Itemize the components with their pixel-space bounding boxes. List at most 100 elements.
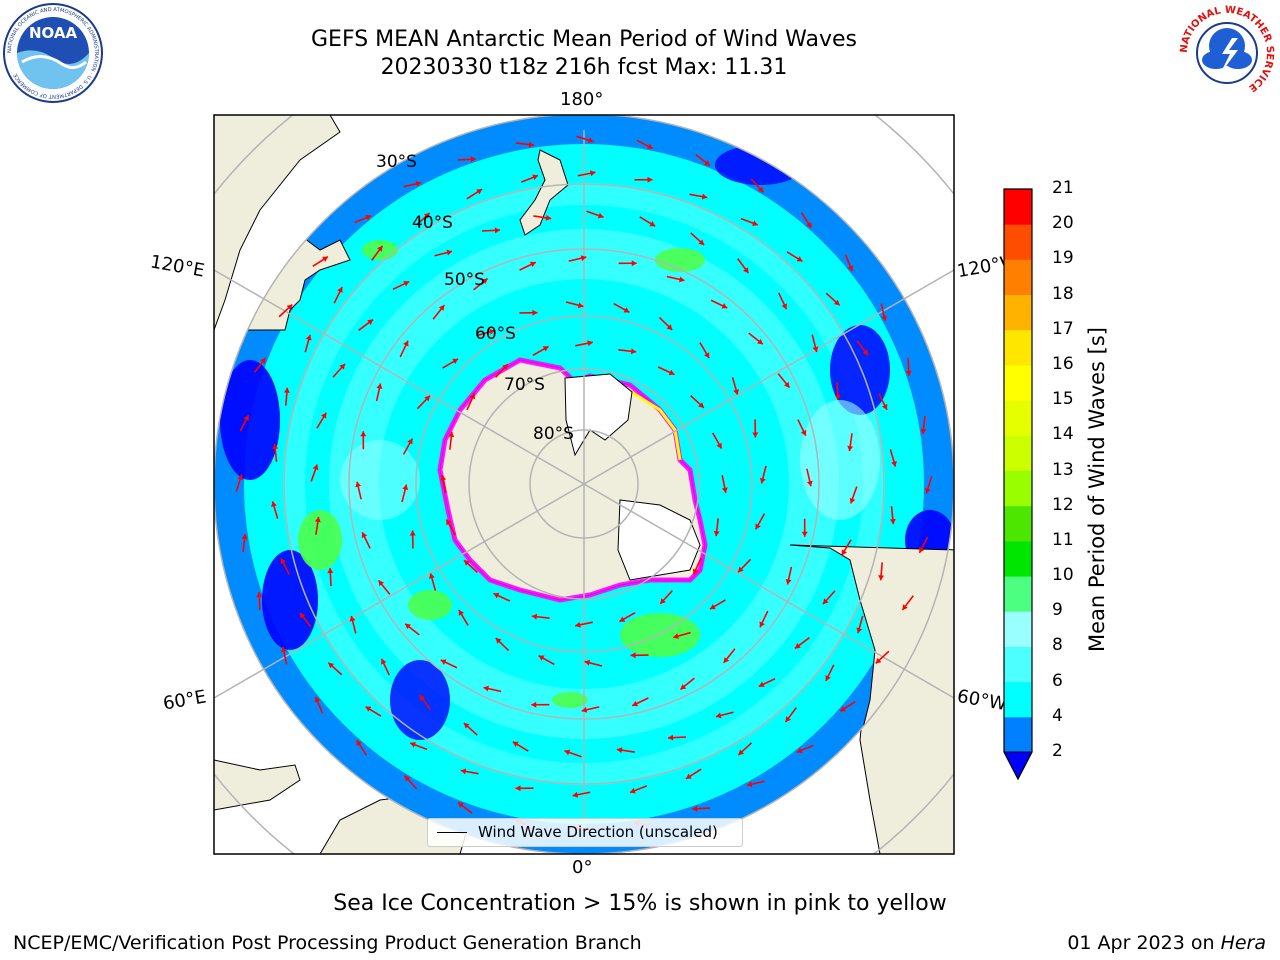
- wind-wave-arrowhead: [834, 394, 841, 400]
- footer-right: 01 Apr 2023 on Hera: [1067, 932, 1266, 954]
- wind-wave-arrows: [235, 135, 933, 833]
- wind-wave-arrowhead: [856, 627, 863, 634]
- colorbar-tick-label: 17: [1052, 318, 1074, 339]
- wind-wave-arrowhead: [241, 534, 248, 540]
- wind-wave-arrowhead: [701, 193, 708, 200]
- wind-wave-arrowhead: [738, 749, 745, 756]
- noaa-logo: NOAA NATIONAL OCEANIC AND ATMOSPHERIC AD…: [3, 3, 103, 103]
- wind-wave-arrowhead: [402, 484, 409, 491]
- lat-label-50s: 50°S: [444, 270, 485, 290]
- wind-wave-arrowhead: [757, 186, 764, 193]
- wind-wave-arrowhead: [673, 633, 679, 639]
- colorbar-tick-label: 15: [1052, 389, 1074, 410]
- wind-wave-arrowhead: [448, 431, 455, 438]
- wind-wave-arrowhead: [660, 598, 666, 604]
- wind-wave-arrowhead: [438, 305, 445, 311]
- lon-label-0: 0°: [572, 857, 593, 878]
- wind-wave-arrowhead: [415, 180, 422, 187]
- wind-wave-arrowhead: [515, 785, 521, 792]
- colorbar-tick-label: 13: [1052, 459, 1074, 480]
- colorbar-segment: [1004, 259, 1032, 296]
- wind-wave-arrowhead: [405, 623, 411, 630]
- colorbar-outline: [1003, 188, 1033, 781]
- wind-wave-arrowhead: [721, 487, 728, 493]
- wind-wave-arrowhead: [403, 340, 409, 347]
- noaa-logo-text: NOAA: [29, 24, 78, 42]
- wind-wave-arrowhead: [794, 643, 801, 649]
- wind-wave-arrowhead: [493, 592, 500, 599]
- wind-wave-arrowhead: [502, 364, 508, 370]
- wind-wave-arrowhead: [716, 442, 722, 449]
- wind-wave-arrowhead: [584, 659, 591, 666]
- wind-wave-arrowhead: [881, 315, 888, 322]
- colorbar-segment: [1004, 294, 1032, 331]
- wind-wave-arrowhead: [755, 523, 761, 530]
- wind-wave-arrowhead: [581, 706, 588, 713]
- title-line-1: GEFS MEAN Antarctic Mean Period of Wind …: [311, 27, 857, 52]
- wind-wave-arrowhead: [881, 403, 888, 410]
- wind-wave-arrowhead: [531, 701, 537, 708]
- wind-wave-arrowhead: [647, 176, 653, 183]
- wind-wave-arrowhead: [580, 255, 587, 262]
- legend-line-sample: [437, 832, 467, 833]
- colorbar-tick-label: 19: [1052, 248, 1074, 269]
- wind-wave-arrowhead: [483, 685, 490, 692]
- wind-wave-arrowhead: [355, 481, 362, 488]
- colorbar-segment: [1004, 364, 1032, 401]
- sea-ice-yellow: [619, 383, 682, 461]
- wind-wave-arrowhead: [545, 214, 552, 221]
- colorbar-segment: [1004, 224, 1032, 260]
- wind-wave-arrowhead: [759, 621, 765, 628]
- graticule: [214, 115, 954, 854]
- colorbar-segment: [1004, 470, 1032, 507]
- wind-wave-arrowhead: [849, 497, 856, 504]
- wind-wave-arrowhead: [328, 662, 335, 669]
- wind-wave-arrowhead: [589, 170, 596, 177]
- wind-wave-arrowhead: [349, 615, 356, 622]
- wind-wave-arrowhead: [698, 402, 704, 408]
- wind-wave-arrowhead: [564, 749, 571, 756]
- wind-wave-arrowhead: [647, 143, 653, 149]
- wind-wave-arrowhead: [619, 616, 626, 622]
- wind-wave-arrowhead: [321, 412, 327, 419]
- wind-wave-arrowhead: [889, 518, 896, 525]
- wind-wave-arrowhead: [572, 791, 579, 798]
- wind-wave-arrowhead: [463, 722, 470, 729]
- wind-wave-arrowhead: [692, 568, 699, 575]
- wind-wave-arrowhead: [457, 802, 464, 808]
- wind-wave-arrowhead: [847, 265, 854, 272]
- wind-wave-arrowhead: [783, 381, 790, 388]
- wind-wave-arrowhead: [446, 519, 452, 526]
- wind-wave-arrowhead: [757, 338, 763, 345]
- wind-wave-arrowhead: [785, 716, 791, 723]
- wind-wave-arrowhead: [410, 741, 416, 748]
- wind-wave-arrowhead: [733, 389, 739, 395]
- colorbar-segment: [1004, 435, 1032, 471]
- wind-wave-arrowhead: [271, 501, 277, 508]
- wind-wave-arrowhead: [542, 346, 549, 352]
- wind-wave-arrowhead: [630, 787, 636, 794]
- wind-wave-arrowhead: [715, 712, 722, 719]
- wind-wave-arrowhead: [822, 598, 829, 605]
- wind-wave-arrowhead: [924, 487, 931, 494]
- colorbar-tick-label: 14: [1052, 424, 1074, 445]
- wind-wave-arrowhead: [460, 768, 467, 775]
- wind-wave-arrowhead: [440, 475, 447, 481]
- colorbar-segments: [1004, 189, 1032, 753]
- colorbar-tick-label: 8: [1052, 635, 1063, 656]
- wind-wave-arrowhead: [758, 681, 765, 688]
- wind-wave-arrowhead: [630, 652, 636, 659]
- wind-wave-arrowhead: [469, 393, 476, 400]
- wind-wave-arrowhead: [531, 613, 538, 620]
- colorbar-segment: [1004, 400, 1032, 436]
- nws-logo: NATIONAL WEATHER SERVICE: [1178, 4, 1276, 102]
- wind-wave-arrowhead: [862, 349, 869, 356]
- wind-wave-arrowhead: [752, 220, 758, 227]
- wind-wave-arrowhead: [464, 560, 470, 566]
- wind-wave-arrowhead: [721, 303, 728, 309]
- wind-wave-arrowhead: [404, 775, 411, 782]
- wind-wave-arrowhead: [587, 137, 594, 144]
- lon-label-180: 180°: [560, 89, 604, 110]
- wind-wave-arrowhead: [452, 358, 459, 365]
- wind-wave-arrowhead: [489, 329, 495, 335]
